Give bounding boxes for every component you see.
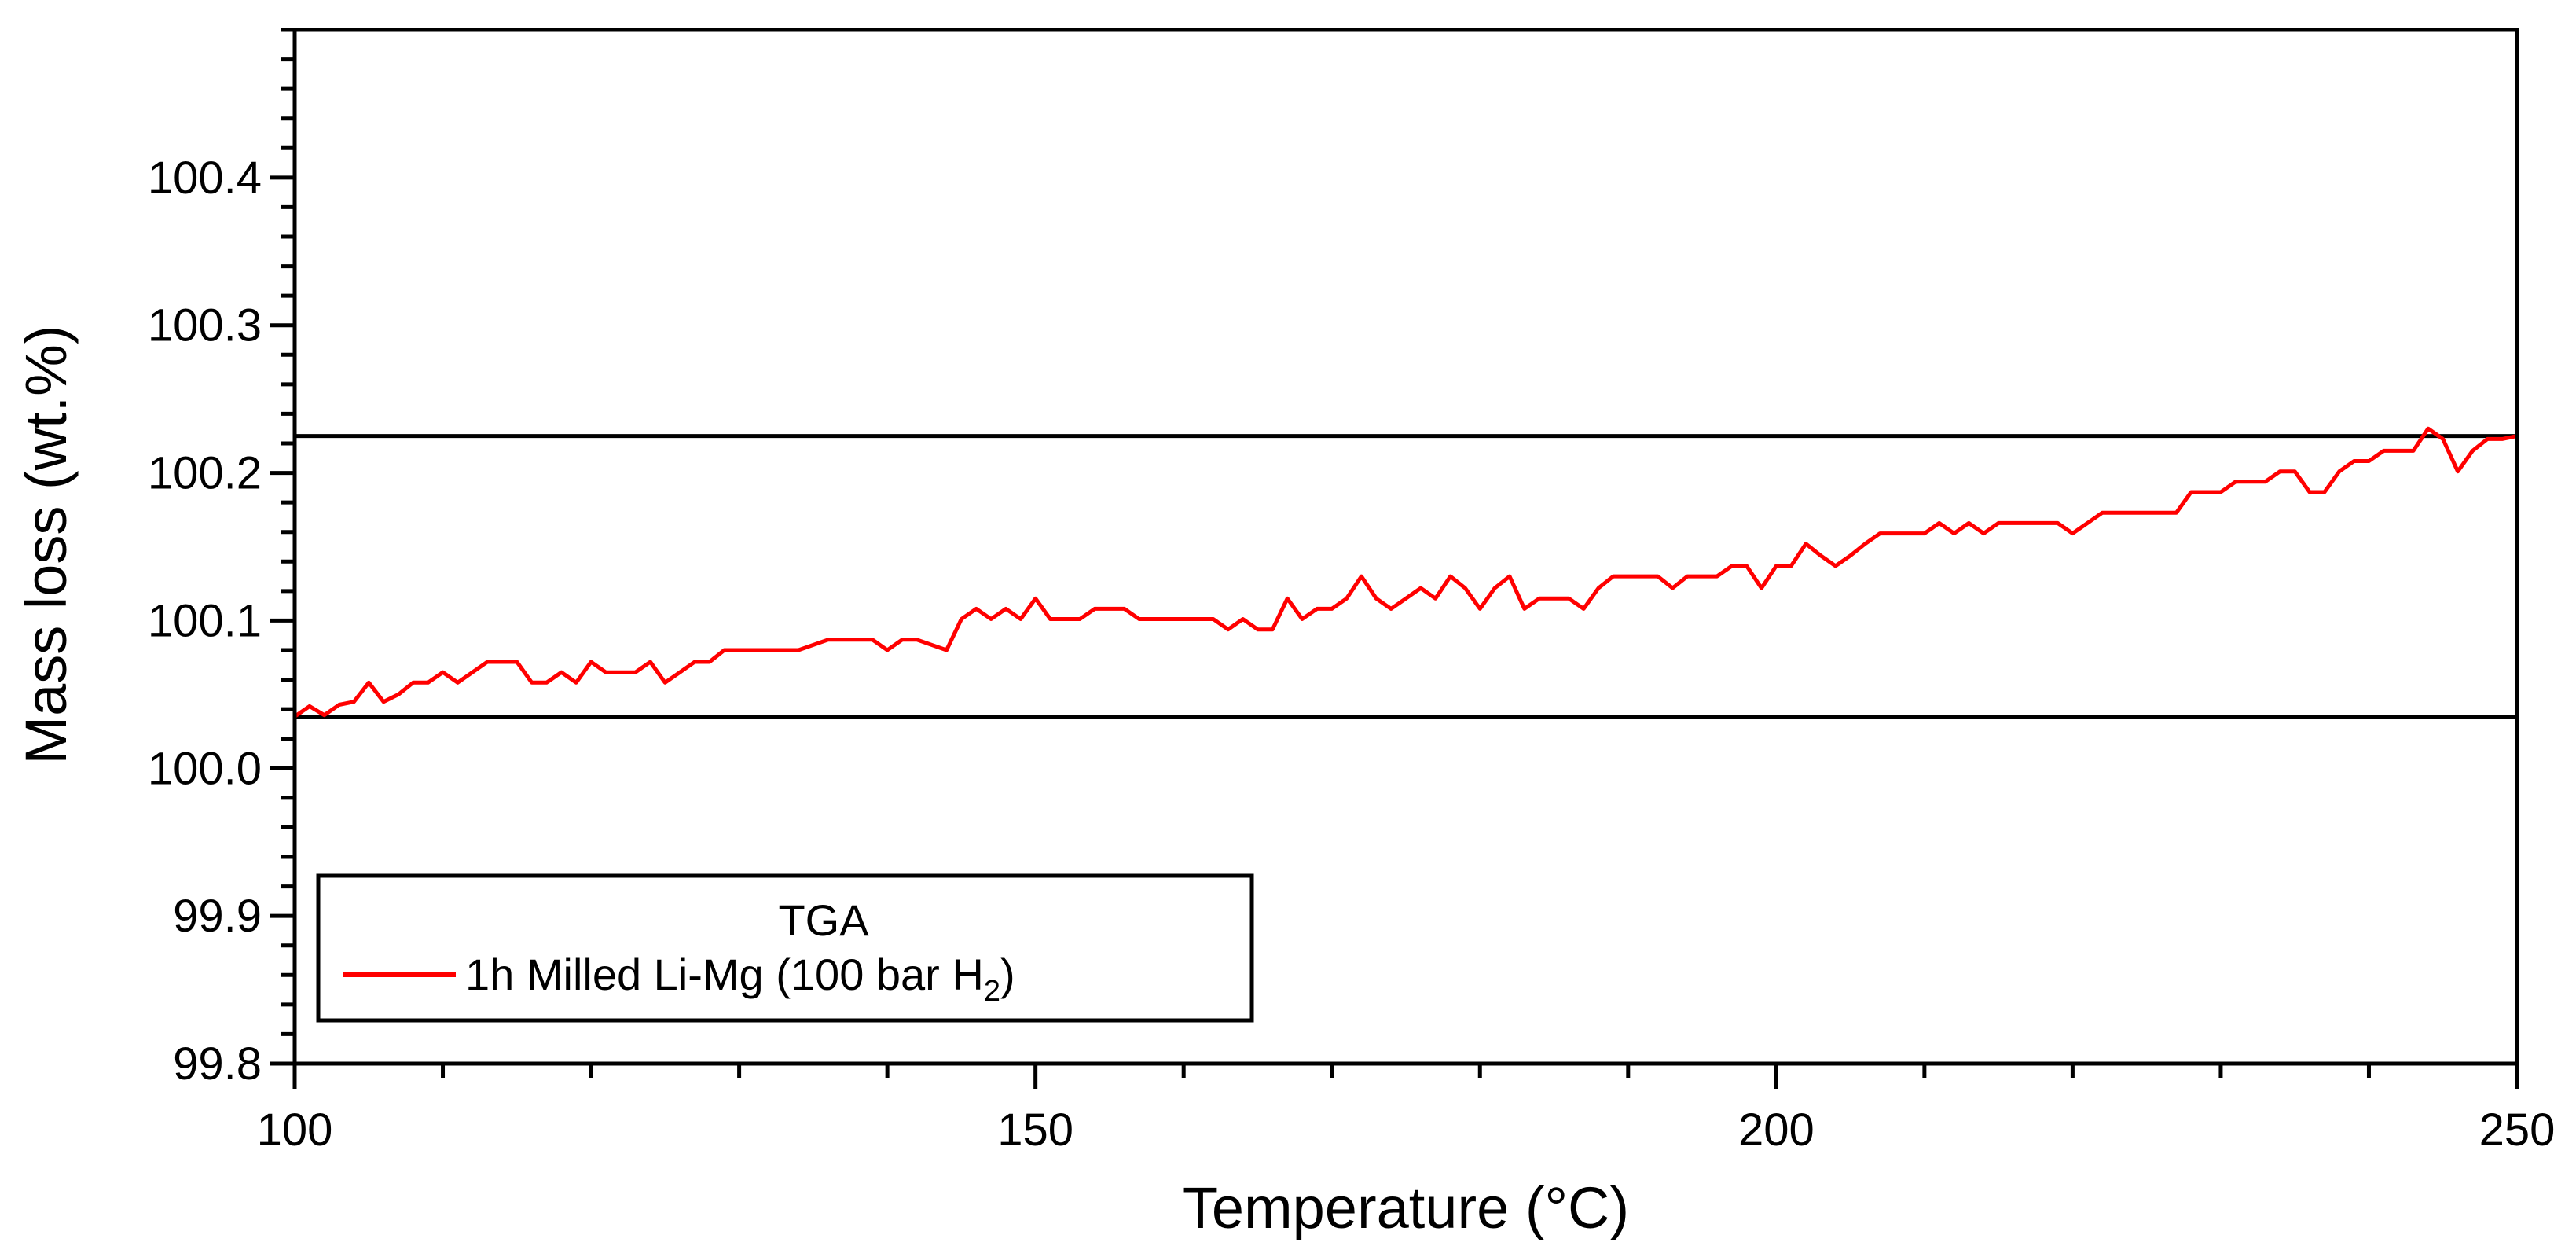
x-tick-label: 100 [257, 1104, 333, 1156]
x-axis-title: Temperature (°C) [1183, 1175, 1629, 1240]
y-tick-label: 100.3 [148, 300, 262, 351]
axis-tick-labels: 100 150 200 250 99.8 99.9 100.0 100.1 100.2 100.3… [148, 153, 2556, 1156]
x-tick-label: 150 [997, 1104, 1073, 1156]
series-layer [293, 426, 2518, 719]
legend-box [316, 873, 1254, 1023]
y-tick-label: 99.9 [173, 891, 262, 942]
y-tick-label: 99.8 [173, 1038, 262, 1090]
y-tick-label: 100.0 [148, 743, 262, 794]
axis-ticks [270, 28, 2519, 1089]
x-tick-label: 250 [2479, 1104, 2556, 1156]
reference-lines [295, 434, 2517, 719]
y-tick-label: 100.4 [148, 153, 262, 204]
y-axis-title: Mass loss (wt.%) [13, 325, 79, 764]
legend-entry-subscript: 2 [984, 975, 1000, 1008]
legend-entry-end: ) [1000, 950, 1015, 999]
legend-entry-main: 1h Milled Li-Mg (100 bar H [465, 950, 984, 999]
plot-frame [292, 28, 2519, 1066]
y-tick-label: 100.1 [148, 595, 262, 646]
x-tick-label: 200 [1738, 1104, 1815, 1156]
series-line-0 [293, 426, 2518, 719]
legend-entry-label: 1h Milled Li-Mg (100 bar H2) [465, 950, 1015, 1008]
legend-title: TGA [778, 895, 869, 945]
legend: TGA 1h Milled Li-Mg (100 bar H2) [316, 873, 1254, 1023]
y-tick-label: 100.2 [148, 448, 262, 499]
